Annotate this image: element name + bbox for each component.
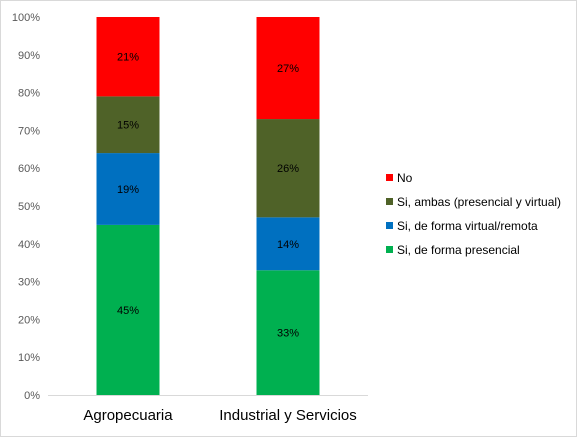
y-tick-label: 90% [18,50,40,62]
y-axis: 0% 10% 20% 30% 40% 50% 60% 70% 80% 90% 100% [12,12,40,402]
y-tick-label: 40% [18,239,40,251]
bar-segment-no [96,17,160,97]
bar-segment-si-de-forma-virtual-remota [96,153,160,225]
legend: No Si, ambas (presencial y virtual) Si, de… [386,171,561,257]
data-label: 14% [277,239,299,251]
legend-label: No [397,171,413,185]
data-label: 45% [117,305,139,317]
y-tick-label: 20% [18,314,40,326]
bar-segment-si-ambas-presencial-y-virtual [96,96,160,154]
bar-segment-no [256,17,320,120]
category-label: Industrial y Servicios [219,407,357,424]
bar-segment-si-de-forma-virtual-remota [256,217,320,271]
data-label: 15% [117,120,139,132]
legend-swatch-no [386,174,393,181]
legend-label: Si, de forma presencial [397,243,520,257]
y-tick-label: 10% [18,352,40,364]
data-label: 27% [277,63,299,75]
x-axis: Agropecuaria Industrial y Servicios [48,395,368,424]
y-tick-label: 70% [18,125,40,137]
data-label: 26% [277,163,299,175]
y-tick-label: 50% [18,201,40,213]
data-label: 19% [117,184,139,196]
bars: 45% 19% 15% 21% 33% 14% 26% 27% [96,17,320,395]
bar-segment-si-ambas-presencial-y-virtual [256,119,320,218]
bar-segment-si-de-forma-presencial [96,224,160,395]
y-tick-label: 0% [24,390,40,402]
legend-swatch-si-ambas-presencial-y-virtual [386,198,393,205]
legend-swatch-si-de-forma-virtual-remota [386,222,393,229]
y-tick-label: 80% [18,88,40,100]
legend-label: Si, ambas (presencial y virtual) [397,195,561,209]
y-tick-label: 60% [18,163,40,175]
bar-segment-si-de-forma-presencial [256,270,320,395]
data-label: 33% [277,328,299,340]
legend-label: Si, de forma virtual/remota [397,219,538,233]
y-tick-label: 100% [12,12,40,24]
data-label: 21% [117,52,139,64]
legend-swatch-si-de-forma-presencial [386,246,393,253]
y-tick-label: 30% [18,277,40,289]
category-label: Agropecuaria [83,407,173,424]
